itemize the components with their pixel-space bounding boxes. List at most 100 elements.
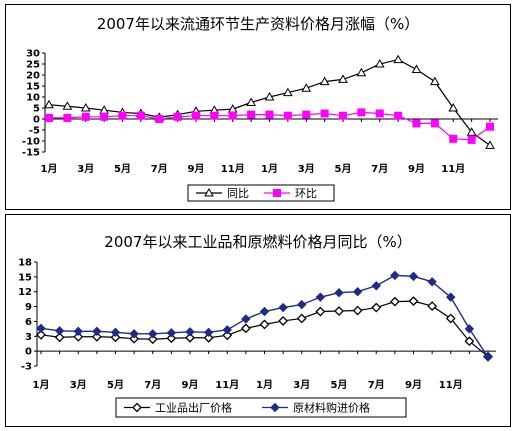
- data-point-1: [91, 331, 102, 342]
- data-point-1: [203, 332, 214, 343]
- data-point-2: [464, 324, 475, 334]
- data-point-2: [339, 111, 347, 120]
- data-point-2: [297, 299, 307, 310]
- legend-box: [115, 397, 407, 418]
- data-point-2: [210, 111, 219, 120]
- data-point-1: [301, 83, 312, 92]
- data-point-2: [222, 325, 232, 335]
- legend-swatch-marker: [204, 187, 214, 197]
- x-tick-label: 9月: [408, 163, 425, 175]
- x-tick-label: 7月: [368, 379, 385, 391]
- y-tick-label: 15: [18, 272, 32, 283]
- data-point-2: [110, 327, 121, 338]
- data-point-1: [374, 58, 385, 68]
- legend-label: 原材料购进价格: [293, 401, 370, 415]
- data-point-2: [148, 329, 158, 339]
- y-tick-label: -10: [22, 137, 40, 148]
- x-tick-label: 3月: [70, 379, 87, 391]
- x-tick-label: 11月: [215, 379, 239, 391]
- data-point-1: [296, 313, 307, 324]
- data-point-2: [129, 329, 139, 339]
- data-point-1: [80, 102, 91, 112]
- data-point-2: [446, 292, 456, 302]
- data-point-2: [36, 323, 46, 334]
- data-point-1: [411, 64, 422, 73]
- data-point-2: [371, 281, 381, 291]
- data-point-1: [166, 333, 177, 344]
- data-point-2: [334, 287, 344, 298]
- data-point-2: [54, 326, 65, 336]
- x-tick-label: 1月: [33, 379, 50, 391]
- data-point-1: [389, 296, 400, 307]
- x-tick-label: 7月: [371, 163, 388, 175]
- data-point-1: [240, 323, 251, 334]
- data-point-2: [259, 306, 270, 317]
- y-tick-label: 25: [26, 60, 40, 71]
- data-point-2: [118, 111, 127, 120]
- data-point-2: [302, 110, 311, 119]
- data-point-2: [483, 352, 493, 362]
- data-point-1: [319, 76, 330, 86]
- legend-label: 同比: [227, 187, 249, 200]
- data-point-1: [356, 67, 367, 77]
- data-point-1: [448, 102, 459, 112]
- data-point-1: [147, 334, 158, 345]
- data-point-1: [259, 319, 270, 330]
- y-tick-label: 18: [18, 258, 32, 269]
- data-point-2: [427, 277, 437, 287]
- x-tick-label: 11月: [439, 379, 463, 391]
- data-point-1: [110, 332, 121, 343]
- data-point-2: [352, 287, 363, 297]
- chart-title: 2007年以来工业品和原燃料价格月同比（%）: [104, 233, 412, 251]
- data-point-2: [173, 112, 182, 121]
- data-point-2: [390, 270, 400, 281]
- data-point-1: [464, 336, 475, 347]
- legend-swatch-marker: [132, 402, 142, 413]
- data-point-1: [246, 97, 256, 106]
- data-point-2: [241, 314, 251, 324]
- y-tick-label: -5: [29, 126, 40, 137]
- y-tick-label: 0: [25, 347, 32, 358]
- data-point-1: [445, 313, 456, 324]
- x-tick-label: 1月: [41, 163, 58, 175]
- data-point-2: [247, 110, 256, 119]
- x-tick-label: 3月: [298, 163, 315, 175]
- data-point-2: [283, 111, 292, 120]
- y-tick-label: 5: [33, 104, 40, 115]
- x-tick-label: 5月: [335, 163, 352, 175]
- y-tick-label: 3: [25, 332, 32, 343]
- data-point-1: [62, 101, 73, 110]
- data-point-1: [44, 99, 54, 109]
- data-point-1: [36, 329, 46, 340]
- x-tick-label: 7月: [151, 163, 168, 175]
- data-point-1: [466, 127, 477, 136]
- data-point-2: [375, 109, 384, 118]
- data-point-1: [185, 332, 195, 343]
- data-point-1: [129, 333, 140, 344]
- data-point-2: [203, 327, 214, 338]
- data-point-1: [427, 301, 438, 311]
- data-point-2: [166, 328, 177, 338]
- data-point-2: [192, 111, 200, 120]
- data-point-2: [185, 327, 195, 337]
- data-point-2: [357, 108, 366, 117]
- chart-panel-1: 2007年以来流通环节生产资料价格月涨幅（%） 30 25 20 15 10 5 0 -5 -1…: [5, 4, 511, 210]
- data-point-2: [315, 292, 326, 302]
- y-tick-label: 12: [18, 287, 32, 298]
- y-tick-label: -15: [22, 148, 40, 159]
- x-tick-label: 5月: [331, 379, 348, 391]
- data-point-2: [412, 119, 421, 128]
- data-point-1: [73, 331, 84, 342]
- x-tick-label: 11月: [221, 163, 245, 175]
- data-point-2: [467, 135, 476, 144]
- x-tick-label: 9月: [405, 379, 422, 391]
- x-tick-label: 3月: [77, 163, 94, 175]
- data-point-2: [155, 115, 164, 123]
- data-point-2: [449, 134, 458, 143]
- legend-swatch-marker: [270, 402, 280, 413]
- legend-label: 环比: [295, 187, 317, 200]
- data-point-2: [486, 122, 494, 131]
- y-tick-label: 15: [26, 82, 40, 93]
- data-point-2: [81, 112, 90, 121]
